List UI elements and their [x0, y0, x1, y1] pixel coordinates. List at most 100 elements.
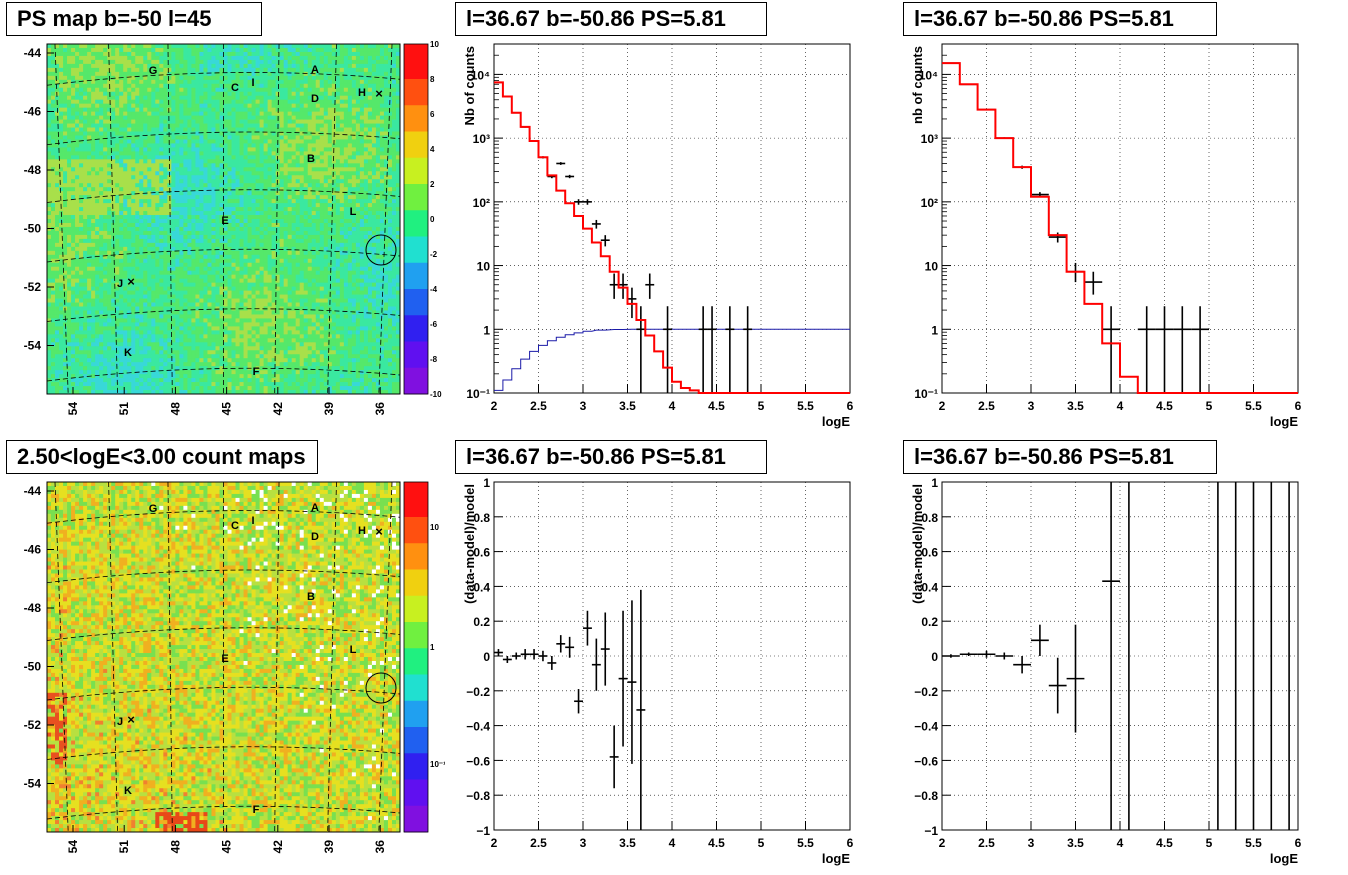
map-x-tick-label: 39 [322, 402, 336, 416]
source-label-i: I [251, 77, 254, 89]
y-tick-label: −0.8 [466, 789, 490, 803]
plot-frame [493, 481, 851, 831]
colorbar-segment [404, 341, 428, 351]
source-marker-j: × [127, 712, 135, 727]
longitude-line [327, 481, 337, 833]
x-tick-label: 5 [1206, 836, 1213, 850]
colorbar-segment [404, 692, 428, 702]
colorbar-segment [404, 367, 428, 377]
y-tick-label: 10⁻¹ [466, 387, 490, 401]
map-y-tick-label: -46 [24, 105, 42, 119]
colorbar-tick-label: 10 [430, 523, 439, 532]
colorbar-segment [404, 587, 428, 597]
y-tick-label: 10⁴ [919, 68, 938, 82]
colorbar-segment [404, 744, 428, 754]
x-axis-label: logE [1270, 851, 1298, 866]
colorbar-frame [403, 481, 429, 833]
y-tick-label: 10⁴ [471, 68, 490, 82]
heatmap-cells [47, 482, 401, 833]
y-tick-label: 1 [483, 476, 490, 490]
x-tick-label: 4 [669, 836, 676, 850]
residual-right-title: l=36.67 b=-50.86 PS=5.81 [903, 440, 1217, 474]
x-tick-label: 2.5 [978, 836, 995, 850]
source-label-h: H [358, 87, 366, 99]
y-tick-label: 0.2 [921, 615, 938, 629]
source-label-h: H [358, 525, 366, 537]
source-label-b: B [307, 153, 315, 165]
map-y-tick-label: -50 [24, 222, 42, 236]
spectrum-right-chart: 2 2.5 3 3.5 4 4.5 5 5.5 6 10⁻¹ 1 10 10² 10³ 10⁴ logE nb … [910, 43, 1302, 429]
x-tick-label: 3.5 [1067, 836, 1084, 850]
map-y-tick-label: -54 [24, 777, 42, 791]
map-y-tick-label: -44 [24, 46, 42, 60]
colorbar-segment [404, 490, 428, 500]
colorbar-segment [404, 499, 428, 509]
colorbar-segment [404, 604, 428, 614]
colorbar-segment [404, 219, 428, 229]
colorbar-segment [404, 236, 428, 246]
x-tick-label: 2.5 [530, 399, 547, 413]
y-tick-label: −1 [476, 824, 490, 838]
source-marker-h: × [375, 524, 383, 539]
colorbar-segment [404, 96, 428, 106]
x-tick-label: 4.5 [708, 399, 725, 413]
map-y-tick-label: -50 [24, 660, 42, 674]
map-x-tick-label: 45 [220, 840, 234, 854]
source-label-d: D [311, 93, 319, 105]
map-ps-title: PS map b=-50 l=45 [6, 2, 262, 36]
x-tick-label: 5 [758, 836, 765, 850]
longitude-line [274, 481, 280, 833]
longitude-line [167, 43, 173, 395]
y-axis-label: nb of counts [910, 46, 925, 124]
x-tick-label: 3.5 [619, 399, 636, 413]
colorbar-tick-label: 10 [430, 40, 439, 49]
longitude-line [108, 481, 118, 833]
total-model-line [942, 62, 1298, 394]
colorbar-segment [404, 788, 428, 798]
colorbar-segment [404, 271, 428, 281]
colorbar-tick-label: 4 [430, 145, 435, 154]
colorbar-segment [404, 122, 428, 132]
colorbar-segment [404, 105, 428, 115]
source-label-l: L [350, 206, 357, 218]
map-x-tick-label: 36 [373, 840, 387, 854]
colorbar-segment [404, 622, 428, 632]
colorbar-tick-label: -6 [430, 320, 438, 329]
map-x-tick-label: 51 [117, 402, 131, 416]
colorbar-segment [404, 718, 428, 728]
colorbar-segment [404, 149, 428, 159]
x-tick-label: 5 [1206, 399, 1213, 413]
source-label-f: F [253, 366, 260, 378]
colorbar-segment [404, 753, 428, 763]
colorbar-segment [404, 630, 428, 640]
x-tick-label: 3 [1028, 399, 1035, 413]
longitude-line [54, 481, 69, 833]
map-y-tick-label: -52 [24, 718, 42, 732]
map-y-tick-label: -54 [24, 339, 42, 353]
colorbar-segment [404, 262, 428, 272]
colorbar-segment [404, 805, 428, 815]
source-label-c: C [231, 82, 239, 94]
y-tick-label: 10⁻¹ [914, 387, 938, 401]
count-map-chart: -44 -46 -48 -50 -52 -54 54 51 48 45 42 39 36 10 1 10⁻¹ G… [24, 481, 445, 854]
x-tick-label: 3 [580, 836, 587, 850]
x-tick-label: 5.5 [1245, 836, 1262, 850]
source-marker-j: × [127, 274, 135, 289]
map-counts-title: 2.50<logE<3.00 count maps [6, 440, 318, 474]
colorbar-segment [404, 517, 428, 527]
colorbar-segment [404, 70, 428, 80]
y-tick-label: 0 [483, 650, 490, 664]
colorbar-segment [404, 184, 428, 194]
map-y-tick-label: -44 [24, 484, 42, 498]
y-axis-label: (data-model)/model [462, 484, 477, 604]
colorbar-segment [404, 709, 428, 719]
spectrum-right-title: l=36.67 b=-50.86 PS=5.81 [903, 2, 1217, 36]
source-label-k: K [124, 347, 132, 359]
colorbar-segment [404, 569, 428, 579]
source-label-b: B [307, 591, 315, 603]
y-tick-label: −0.6 [914, 754, 938, 768]
x-tick-label: 3 [580, 399, 587, 413]
colorbar-segment [404, 814, 428, 824]
colorbar-segment [404, 131, 428, 141]
